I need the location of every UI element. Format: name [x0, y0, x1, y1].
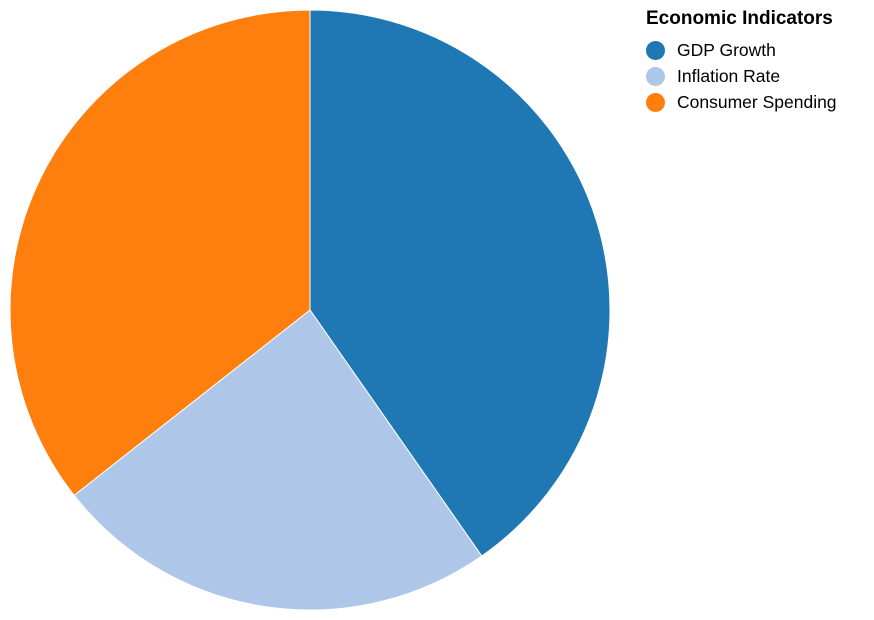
legend-label: Consumer Spending [677, 91, 837, 112]
pie-slice-consumer-spending [9, 9, 311, 497]
legend-item-consumer-spending: Consumer Spending [646, 89, 837, 115]
pie-chart [9, 9, 611, 611]
legend-item-gdp-growth: GDP Growth [646, 37, 837, 63]
legend-label: GDP Growth [677, 39, 776, 60]
legend: Economic Indicators GDP Growth Inflation… [646, 8, 837, 115]
legend-item-inflation-rate: Inflation Rate [646, 63, 837, 89]
legend-title: Economic Indicators [646, 8, 833, 29]
pie-slice-gdp-growth [309, 9, 611, 557]
legend-swatch [646, 92, 665, 112]
legend-label: Inflation Rate [677, 65, 781, 86]
pie-slice-inflation-rate [73, 309, 483, 611]
legend-swatch [646, 66, 665, 86]
legend-swatch [646, 40, 665, 60]
pie-slices [9, 9, 611, 611]
